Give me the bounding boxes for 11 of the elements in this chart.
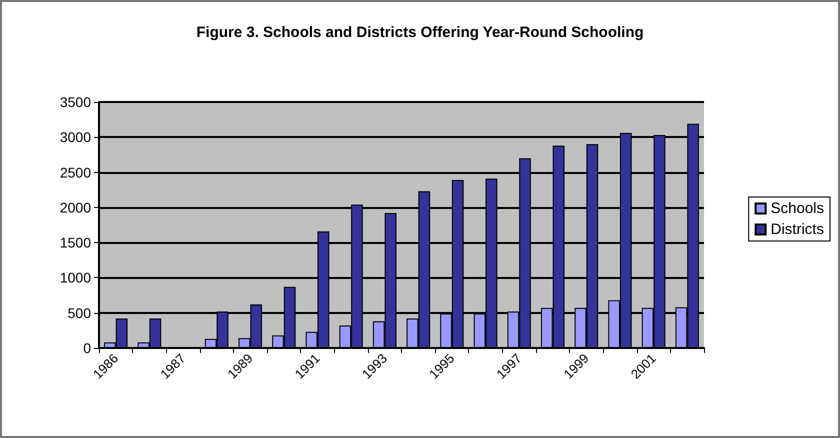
y-tick-label: 2500	[60, 164, 92, 180]
y-tick-label: 1500	[60, 234, 92, 251]
y-tick-label: 500	[68, 304, 92, 321]
y-tick-label: 2000	[60, 199, 92, 216]
y-tick-label: 0	[83, 340, 92, 356]
legend-label: Districts	[770, 221, 824, 238]
y-tick-label: 3500	[60, 94, 92, 110]
y-tick-label: 3000	[60, 129, 92, 146]
y-tick-label: 1000	[60, 270, 92, 286]
chart-title: Figure 3. Schools and Districts Offering Year-Round Schooling	[196, 24, 644, 41]
legend-label: Schools	[770, 200, 824, 217]
